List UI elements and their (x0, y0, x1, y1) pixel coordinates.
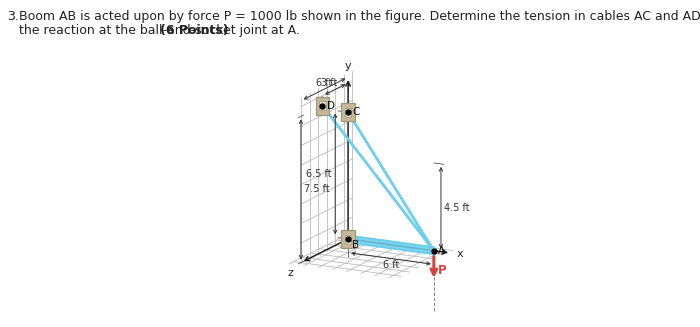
Text: 6 ft: 6 ft (383, 261, 399, 270)
Polygon shape (345, 108, 351, 117)
Text: 4.5 ft: 4.5 ft (444, 203, 470, 213)
Polygon shape (319, 101, 326, 110)
Text: 7.5 ft: 7.5 ft (304, 184, 330, 195)
Text: A: A (438, 246, 444, 256)
Polygon shape (342, 230, 355, 248)
Text: Boom AB is acted upon by force P = 1000 lb shown in the figure. Determine the te: Boom AB is acted upon by force P = 1000 … (19, 10, 700, 23)
Text: D: D (327, 101, 335, 111)
Polygon shape (342, 103, 355, 121)
Polygon shape (348, 235, 434, 254)
Text: the reaction at the ball-and-socket joint at A.: the reaction at the ball-and-socket join… (19, 24, 308, 37)
Text: y: y (345, 61, 351, 71)
Text: P: P (438, 264, 447, 277)
Text: 6.5 ft: 6.5 ft (307, 169, 332, 179)
Text: 6 ft: 6 ft (316, 78, 332, 88)
Text: (6 Points): (6 Points) (160, 24, 228, 37)
Polygon shape (345, 234, 351, 244)
Text: 3 ft: 3 ft (321, 78, 337, 88)
Text: x: x (456, 249, 463, 259)
Text: 3.: 3. (7, 10, 19, 23)
Polygon shape (316, 96, 329, 115)
Text: z: z (288, 268, 294, 278)
Text: C: C (353, 107, 360, 117)
Text: B: B (353, 240, 360, 250)
